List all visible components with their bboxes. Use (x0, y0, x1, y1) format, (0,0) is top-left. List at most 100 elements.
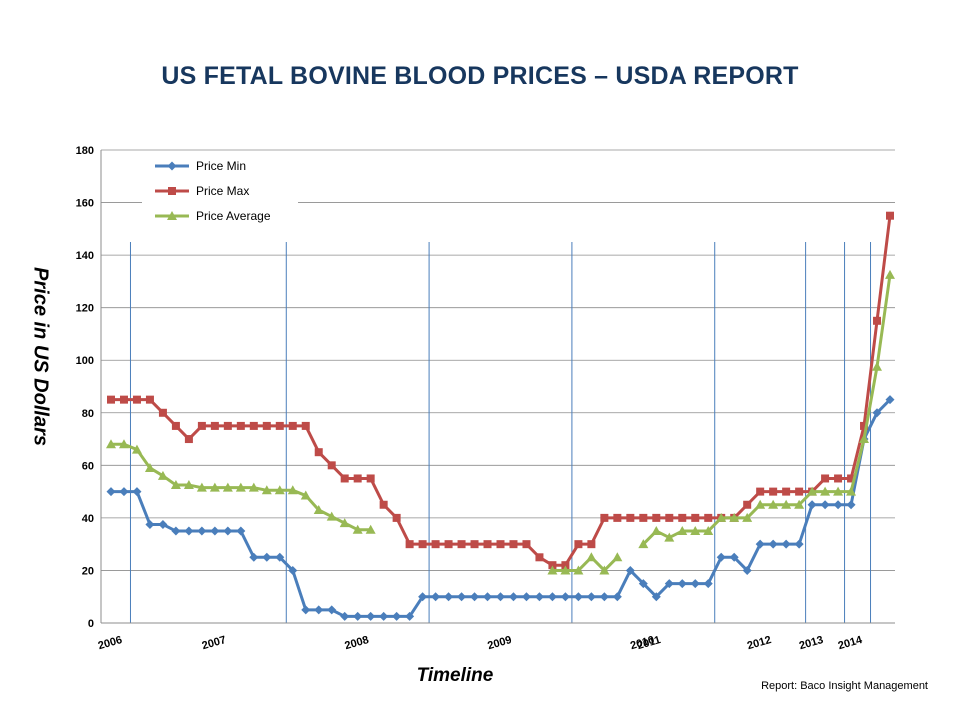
data-point (613, 513, 622, 522)
data-point (353, 611, 363, 621)
legend-label: Price Min (196, 159, 246, 173)
data-point (249, 421, 258, 430)
data-point (262, 421, 271, 430)
data-point (599, 565, 610, 575)
data-point (418, 592, 428, 602)
data-point (599, 592, 609, 602)
data-point (248, 482, 259, 492)
data-point (847, 474, 856, 483)
data-point (235, 482, 246, 492)
data-point (638, 539, 649, 549)
data-point (470, 540, 479, 549)
data-point (781, 539, 791, 549)
legend: Price Min Price Max Price Average (142, 152, 298, 232)
data-point (366, 474, 375, 483)
data-point (794, 499, 805, 509)
data-point (678, 513, 687, 522)
data-point (340, 474, 349, 483)
data-point (716, 552, 726, 562)
data-point (379, 611, 389, 621)
data-point (340, 611, 350, 621)
data-point (612, 592, 622, 602)
data-point (743, 500, 752, 509)
data-point (158, 408, 167, 417)
data-point (846, 500, 856, 510)
data-point (222, 482, 233, 492)
data-point (392, 611, 402, 621)
year-label: 2006 (97, 634, 124, 652)
series-price-max (107, 211, 894, 570)
data-point (274, 485, 285, 495)
data-point (261, 485, 272, 495)
y-tick-label: 60 (82, 460, 94, 472)
data-point (131, 444, 142, 454)
series-price-min (106, 395, 895, 621)
data-point (677, 526, 688, 536)
data-point (197, 421, 206, 430)
data-point (716, 512, 727, 522)
data-point (729, 552, 739, 562)
data-point (612, 552, 623, 562)
series-layer (106, 211, 895, 621)
data-point (457, 540, 466, 549)
data-point (521, 592, 531, 602)
data-point (210, 526, 220, 536)
data-point (288, 421, 297, 430)
y-tick-label: 140 (76, 250, 94, 262)
data-point (457, 592, 467, 602)
data-point (547, 565, 558, 575)
series-price-average (106, 269, 895, 575)
data-point (873, 316, 882, 325)
data-point (691, 513, 700, 522)
year-label: 2012 (746, 634, 773, 652)
data-point (132, 487, 142, 497)
year-label: 2008 (343, 634, 370, 652)
data-point (431, 592, 441, 602)
y-tick-label: 160 (76, 198, 94, 210)
y-tick-label: 20 (82, 565, 94, 577)
y-tick-label: 40 (82, 513, 94, 525)
data-point (768, 499, 779, 509)
data-point (665, 513, 674, 522)
data-point (107, 395, 115, 404)
legend-marker (167, 211, 177, 220)
data-point (209, 482, 220, 492)
y-tick-label: 0 (88, 618, 94, 630)
data-point (509, 540, 518, 549)
data-point (496, 592, 505, 602)
data-point (755, 499, 766, 509)
data-point (651, 526, 662, 536)
data-point (547, 592, 557, 602)
data-point (703, 579, 713, 589)
data-point (886, 211, 894, 220)
data-point (327, 461, 336, 470)
data-point (483, 592, 493, 602)
data-point (132, 395, 141, 404)
data-point (145, 395, 154, 404)
report-credit: Report: Baco Insight Management (761, 680, 928, 692)
data-point (846, 486, 857, 496)
data-point (820, 486, 831, 496)
y-tick-label: 80 (82, 408, 94, 420)
data-point (834, 474, 843, 483)
legend-marker (168, 187, 176, 195)
data-point (729, 512, 740, 522)
data-point (573, 565, 584, 575)
data-point (535, 553, 544, 562)
data-point (197, 526, 207, 536)
data-point (236, 421, 245, 430)
data-point (626, 513, 635, 522)
data-point (807, 486, 818, 496)
data-point (574, 540, 583, 549)
data-point (314, 448, 323, 457)
data-point (703, 526, 714, 536)
data-point (223, 421, 232, 430)
year-label: 2007 (201, 634, 228, 652)
data-point (548, 561, 557, 570)
data-point (275, 421, 284, 430)
data-point (652, 513, 661, 522)
axes: 0 20 40 60 80 100 120 140 160 180 (76, 145, 895, 630)
data-point (782, 487, 791, 496)
data-point (313, 505, 324, 515)
